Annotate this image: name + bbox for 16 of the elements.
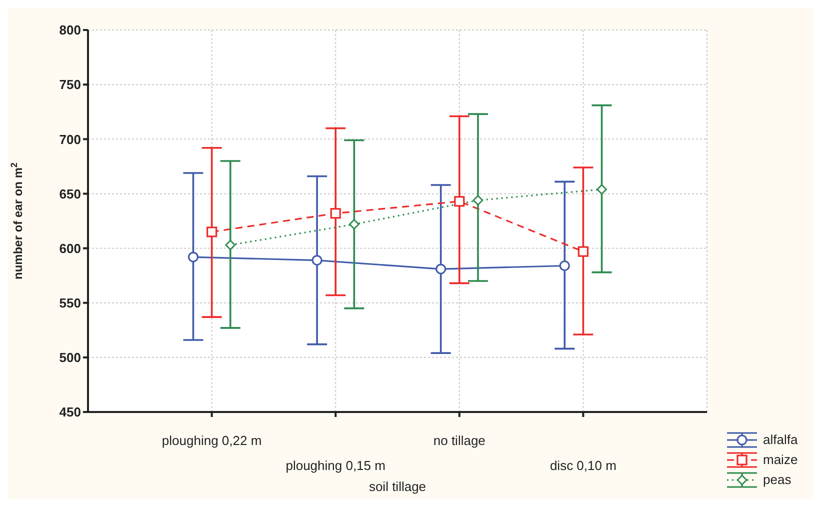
legend-label: peas: [763, 471, 792, 489]
y-tick-label: 550: [59, 295, 81, 310]
legend-label: maize: [763, 451, 798, 469]
x-tick-label: disc 0,10 m: [550, 458, 616, 473]
y-tick-label: 700: [59, 132, 81, 147]
x-tick-label: no tillage: [433, 433, 486, 448]
y-tick-label: 500: [59, 350, 81, 366]
x-tick-label: ploughing 0,15 m: [286, 458, 386, 473]
y-tick-label: 650: [59, 186, 81, 202]
legend-label: alfalfa: [763, 431, 798, 449]
y-tick-label: 750: [59, 77, 81, 92]
x-tick-label: ploughing 0,22 m: [162, 433, 262, 448]
x-axis-title: soil tillage: [368, 479, 426, 494]
y-tick-label: 800: [59, 22, 81, 38]
y-tick-label: 600: [59, 240, 81, 256]
y-tick-label: 450: [59, 404, 81, 420]
